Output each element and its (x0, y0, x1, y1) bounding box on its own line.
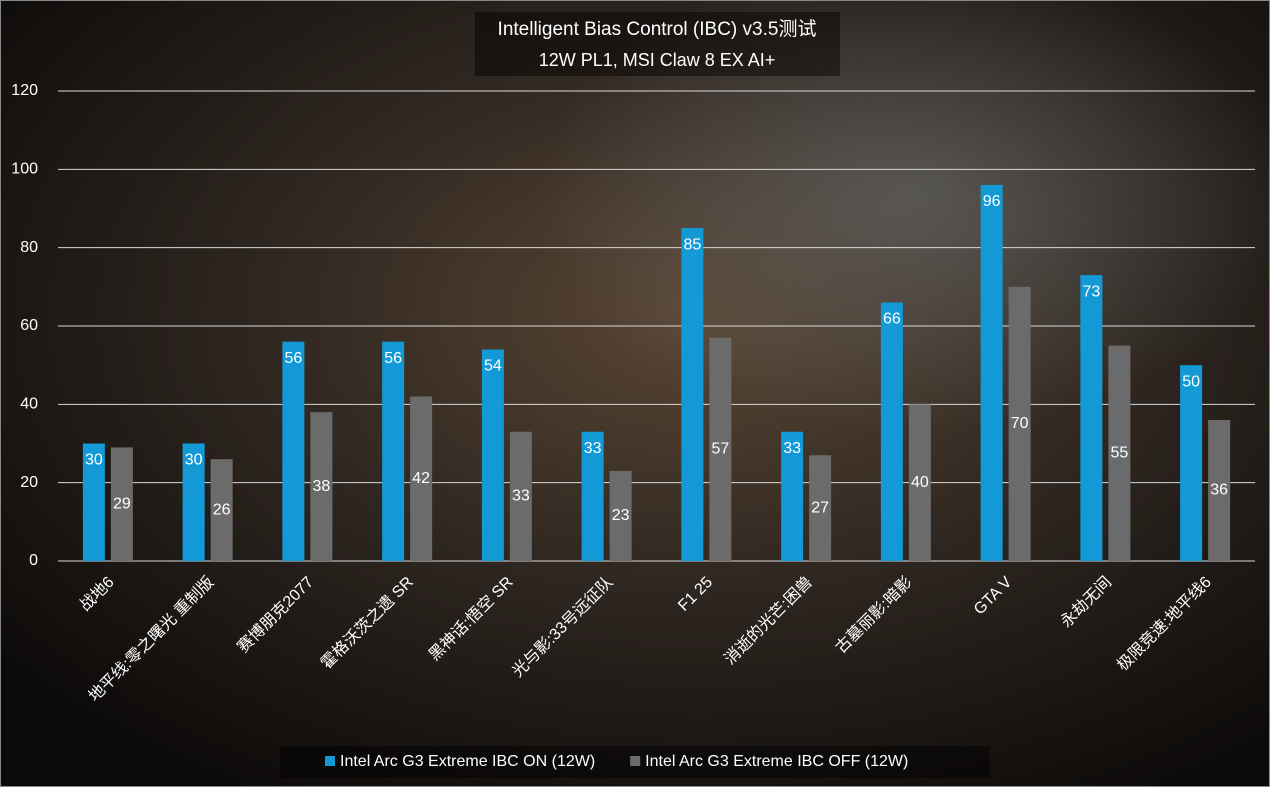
y-tick-label: 100 (11, 161, 38, 178)
bar (382, 341, 405, 561)
data-label: 96 (983, 193, 1001, 210)
bar (210, 459, 233, 561)
bar (908, 404, 931, 561)
y-tick-label: 120 (11, 82, 38, 99)
bar (82, 443, 105, 561)
bar (880, 302, 903, 561)
legend-swatch (325, 756, 335, 766)
data-label: 33 (584, 440, 602, 457)
bar (1180, 365, 1203, 561)
y-tick-label: 60 (20, 317, 38, 334)
data-label: 57 (711, 441, 729, 458)
data-label: 33 (783, 440, 801, 457)
data-label: 66 (883, 311, 901, 328)
bar (581, 431, 604, 561)
y-tick-label: 80 (20, 239, 38, 256)
bar (709, 337, 732, 561)
bar (282, 341, 305, 561)
bar (509, 431, 532, 561)
data-label: 55 (1110, 445, 1128, 462)
data-label: 36 (1210, 482, 1228, 499)
bar (781, 431, 804, 561)
chart-title: Intelligent Bias Control (IBC) v3.5测试 (498, 18, 817, 40)
data-label: 54 (484, 358, 502, 375)
data-label: 30 (185, 452, 203, 469)
data-label: 23 (612, 507, 630, 524)
chart-subtitle: 12W PL1, MSI Claw 8 EX AI+ (539, 50, 776, 70)
bar (1208, 420, 1231, 561)
data-label: 29 (113, 495, 131, 512)
data-label: 27 (811, 499, 829, 516)
legend-label: Intel Arc G3 Extreme IBC ON (12W) (340, 753, 595, 770)
data-label: 38 (312, 478, 330, 495)
bar (609, 470, 632, 561)
y-tick-label: 20 (20, 474, 38, 491)
bar (980, 185, 1003, 561)
bar (481, 349, 504, 561)
data-label: 33 (512, 488, 530, 505)
data-label: 40 (911, 474, 929, 491)
legend-label: Intel Arc G3 Extreme IBC OFF (12W) (645, 753, 908, 770)
data-label: 30 (85, 452, 103, 469)
data-label: 50 (1182, 373, 1200, 390)
bar (681, 228, 704, 562)
data-label: 42 (412, 470, 430, 487)
data-label: 73 (1082, 283, 1100, 300)
y-tick-label: 40 (20, 396, 38, 413)
bar (410, 396, 433, 561)
bar (182, 443, 205, 561)
data-label: 70 (1011, 415, 1029, 432)
bar (1108, 345, 1131, 561)
legend-swatch (630, 756, 641, 766)
bar (310, 412, 333, 561)
title-box (475, 12, 840, 76)
data-label: 56 (384, 350, 402, 367)
bar (1080, 275, 1103, 561)
data-label: 56 (284, 350, 302, 367)
bar (110, 447, 133, 561)
bar (809, 455, 832, 561)
y-tick-label: 0 (29, 552, 38, 569)
data-label: 85 (683, 236, 701, 253)
bar (1008, 286, 1031, 561)
data-label: 26 (213, 501, 231, 518)
